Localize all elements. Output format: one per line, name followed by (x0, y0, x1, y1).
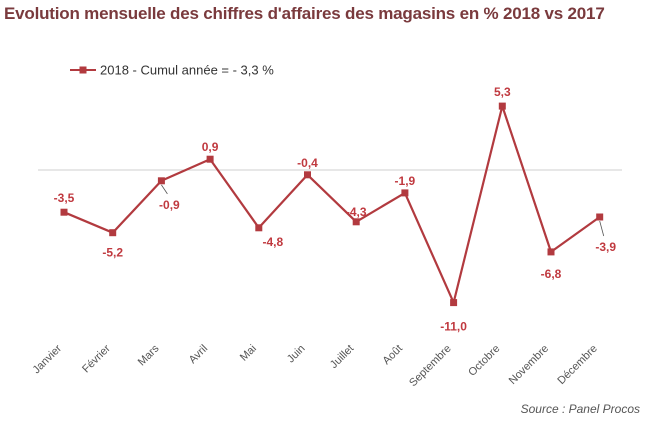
data-point (255, 224, 263, 232)
data-point (304, 171, 311, 179)
data-point (206, 155, 214, 163)
x-tick-label: Juillet (328, 343, 356, 371)
data-label: 5,3 (494, 85, 511, 99)
x-tick-label: Novembre (507, 343, 551, 387)
series-line (63, 104, 601, 304)
data-point (401, 189, 409, 197)
x-tick-label: Avril (187, 343, 210, 366)
data-label: -6,8 (541, 267, 562, 281)
x-tick-label: Mai (238, 343, 259, 364)
x-tick-label: Décembre (555, 343, 599, 387)
data-label-layer: -3,5 -5,2 -0,9 0,9 -4,8 -0,4 -4,3 -1,9 -11,0 5,3 -… (54, 85, 617, 333)
series-layer (60, 102, 604, 307)
legend-entry: 2018 - Cumul année = - 3,3 % (100, 63, 274, 78)
data-label: -3,9 (595, 240, 616, 254)
data-label-leader (599, 220, 605, 237)
x-tick-label: Septembre (407, 343, 454, 390)
data-label: -5,2 (102, 246, 123, 260)
data-label: -1,9 (395, 174, 416, 188)
x-tick-label: Juin (285, 343, 308, 366)
x-tick-label: Août (381, 343, 405, 367)
data-point (498, 102, 506, 110)
data-point (157, 177, 165, 185)
data-label: -0,4 (297, 156, 318, 170)
chart-title: Evolution mensuelle des chiffres d'affai… (4, 4, 605, 23)
data-point (109, 229, 117, 237)
data-label: -11,0 (440, 320, 467, 334)
x-tick-label: Mars (136, 342, 162, 368)
legend-marker (79, 66, 87, 74)
data-point (547, 248, 555, 256)
data-label-leader (161, 184, 168, 195)
data-label: -4,3 (346, 205, 367, 219)
data-label: -3,5 (54, 191, 75, 205)
legend: 2018 - Cumul année = - 3,3 % (70, 63, 274, 78)
data-point (352, 218, 360, 226)
x-tick-label: Janvier (31, 342, 65, 376)
data-label: -0,9 (159, 198, 180, 212)
data-point (60, 208, 68, 216)
data-point (450, 299, 458, 307)
x-tick-label-layer: Janvier Février Mars Avril Mai Juin Juillet Aoû… (31, 342, 600, 389)
data-label: 0,9 (202, 140, 219, 154)
data-point (596, 213, 604, 221)
source-note: Source : Panel Procos (520, 402, 640, 416)
x-tick-label: Octobre (466, 343, 502, 379)
data-label: -4,8 (262, 235, 283, 249)
x-tick-label: Février (80, 342, 113, 375)
